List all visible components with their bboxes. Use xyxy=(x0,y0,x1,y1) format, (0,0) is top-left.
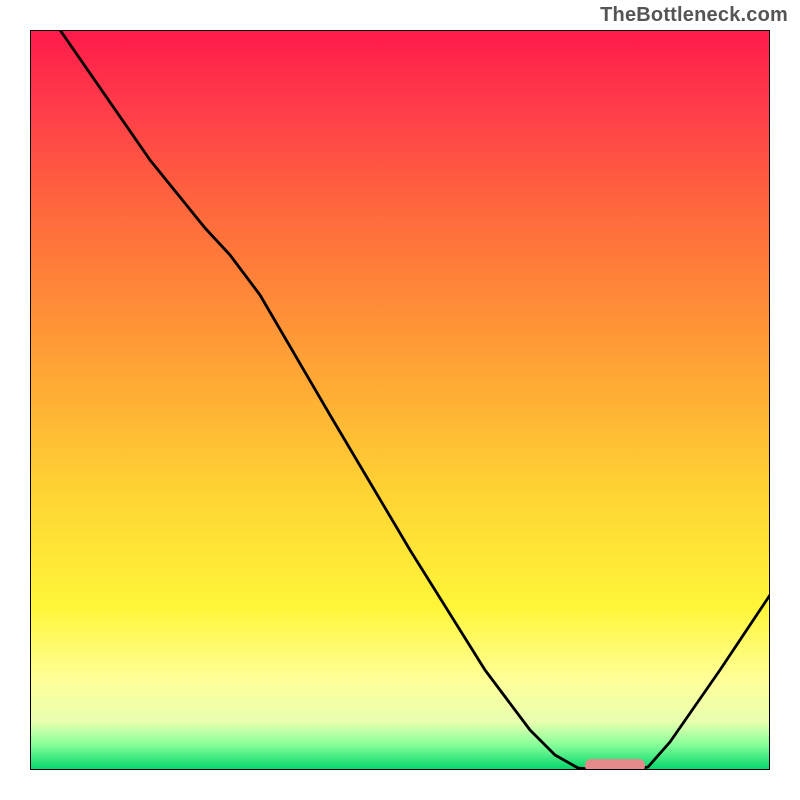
watermark-text: TheBottleneck.com xyxy=(600,4,788,27)
chart-container: TheBottleneck.com xyxy=(0,0,800,800)
plot-background xyxy=(30,30,770,770)
optimal-marker xyxy=(585,759,645,770)
bottleneck-chart xyxy=(30,30,770,770)
